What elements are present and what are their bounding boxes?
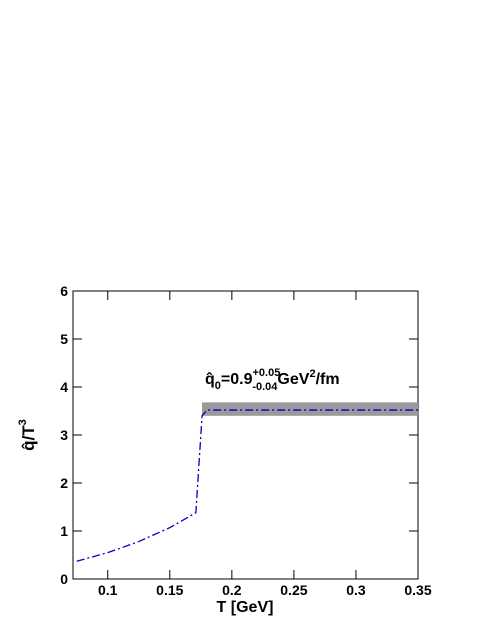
uncertainty-band (202, 402, 418, 416)
y-tick-label: 4 (60, 379, 68, 395)
x-axis-label: T [GeV] (217, 599, 274, 616)
x-tick-label: 0.25 (280, 582, 307, 598)
y-tick-label: 2 (60, 475, 68, 491)
y-tick-label: 1 (60, 523, 68, 539)
y-label-main: q̂/T (19, 425, 38, 451)
annotation-sub: 0 (215, 380, 221, 392)
plot-frame (72, 290, 419, 580)
annotation-sup: +0.05 (253, 367, 281, 379)
y-axis-label: q̂/T3 (17, 419, 38, 451)
annotation-base: q̂ (205, 371, 215, 388)
y-label-sup: 3 (17, 419, 29, 425)
annotation-subscript: -0.04 (252, 381, 278, 393)
y-tick-label: 0 (60, 571, 68, 587)
x-tick-label: 0.15 (156, 582, 183, 598)
y-tick-label: 6 (60, 283, 68, 299)
y-tick-label: 5 (60, 331, 68, 347)
x-tick-label: 0.2 (222, 582, 242, 598)
annotation-unit: GeV (277, 371, 309, 388)
annotation: q̂0=0.9+0.05 -0.04GeV2/fm (205, 367, 340, 393)
y-tick-label: 3 (60, 427, 68, 443)
annotation-unit-sup: 2 (309, 368, 315, 380)
annotation-unit-end: /fm (316, 371, 340, 388)
x-tick-label: 0.1 (98, 582, 118, 598)
x-tick-label: 0.3 (346, 582, 366, 598)
x-tick-label: 0.35 (404, 582, 431, 598)
annotation-main: =0.9 (221, 371, 253, 388)
series-line (76, 409, 418, 562)
